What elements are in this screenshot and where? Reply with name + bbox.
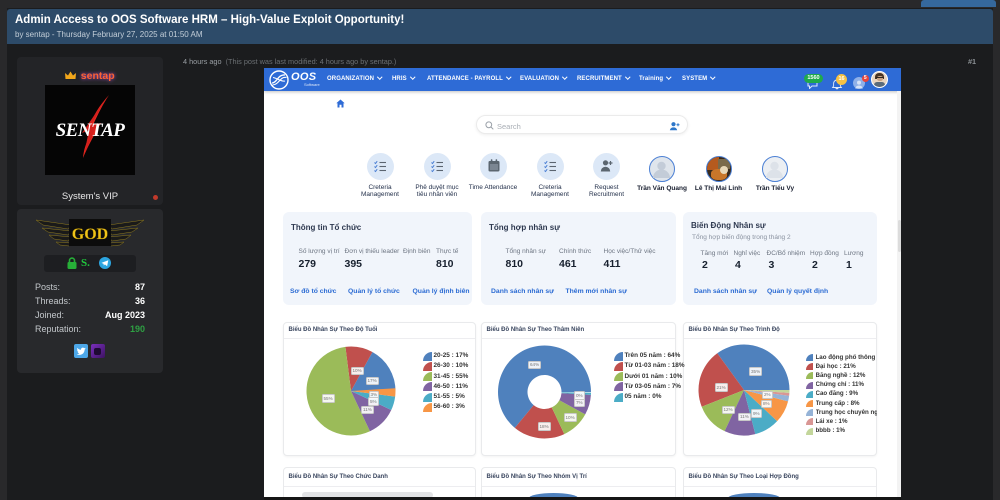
svg-text:SENTAP: SENTAP: [56, 120, 126, 141]
svg-text:GOD: GOD: [72, 226, 108, 243]
